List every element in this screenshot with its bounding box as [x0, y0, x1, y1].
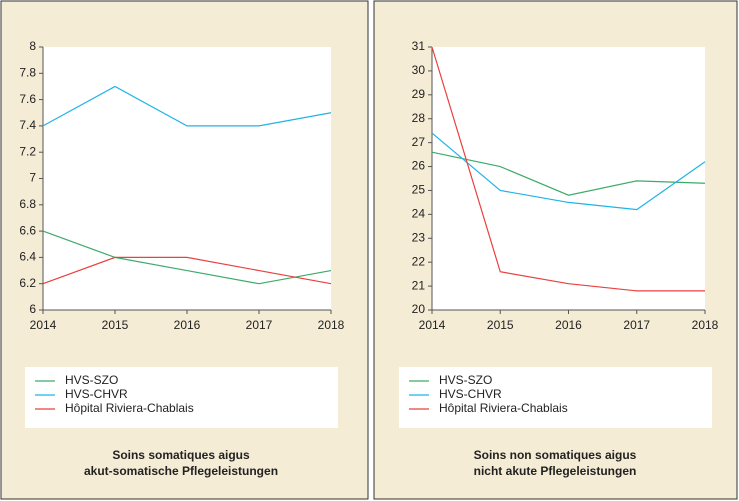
y-tick-label: 22	[412, 254, 426, 268]
x-tick-label: 2015	[487, 318, 514, 332]
legend-label: HVS-CHVR	[65, 387, 128, 401]
series-line	[431, 132, 706, 211]
x-tick-label: 2014	[419, 318, 446, 332]
y-tick-label: 7.6	[19, 92, 36, 106]
legend-label: Hôpital Riviera-Chablais	[65, 401, 194, 415]
y-tick-label: 6.8	[19, 197, 36, 211]
x-tick-label: 2014	[30, 318, 57, 332]
x-tick-label: 2016	[174, 318, 201, 332]
y-tick-label: 31	[412, 39, 426, 53]
x-tick-label: 2018	[692, 318, 719, 332]
y-tick-label: 30	[412, 63, 426, 77]
y-tick-label: 25	[412, 183, 426, 197]
legend	[25, 367, 338, 428]
series-line	[42, 230, 332, 285]
y-tick-label: 27	[412, 135, 426, 149]
y-tick-label: 6	[29, 302, 36, 316]
legend-label: HVS-SZO	[65, 373, 118, 387]
y-tick-label: 23	[412, 230, 426, 244]
y-tick-label: 24	[412, 207, 426, 221]
y-tick-label: 7.8	[19, 65, 36, 79]
legend-label: HVS-SZO	[439, 373, 492, 387]
x-tick-label: 2018	[318, 318, 345, 332]
caption: Soins non somatiques aigus	[474, 448, 637, 462]
y-tick-label: 29	[412, 87, 426, 101]
caption: akut-somatische Pflegeleistungen	[84, 464, 278, 478]
x-tick-label: 2017	[246, 318, 273, 332]
y-tick-label: 20	[412, 302, 426, 316]
x-tick-label: 2015	[102, 318, 129, 332]
series-line	[431, 151, 706, 196]
x-tick-label: 2016	[555, 318, 582, 332]
y-tick-label: 6.4	[19, 250, 36, 264]
legend-label: Hôpital Riviera-Chablais	[439, 401, 568, 415]
y-tick-label: 7	[29, 171, 36, 185]
series-line	[431, 46, 705, 292]
y-tick-label: 7.2	[19, 144, 36, 158]
legend	[399, 367, 712, 428]
y-tick-label: 7.4	[19, 118, 36, 132]
y-tick-label: 6.2	[19, 276, 36, 290]
y-tick-label: 28	[412, 111, 426, 125]
series-line	[42, 85, 332, 127]
legend-label: HVS-CHVR	[439, 387, 502, 401]
y-tick-label: 26	[412, 159, 426, 173]
series-line	[42, 256, 332, 285]
plot-area	[432, 47, 705, 310]
caption: nicht akute Pflegeleistungen	[474, 464, 637, 478]
x-tick-label: 2017	[623, 318, 650, 332]
caption: Soins somatiques aigus	[112, 448, 250, 462]
y-tick-label: 6.6	[19, 223, 36, 237]
y-tick-label: 21	[412, 278, 426, 292]
y-tick-label: 8	[29, 39, 36, 53]
